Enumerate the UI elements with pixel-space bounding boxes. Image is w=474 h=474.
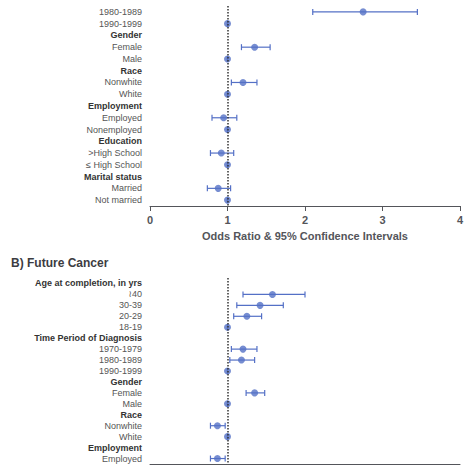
svg-text:1980-1989: 1980-1989 bbox=[99, 355, 142, 365]
svg-text:1: 1 bbox=[224, 214, 230, 226]
svg-text:Marital status: Marital status bbox=[84, 172, 142, 182]
svg-text:≤ High School: ≤ High School bbox=[86, 160, 142, 170]
svg-text:Age at completion, in yrs: Age at completion, in yrs bbox=[35, 278, 142, 288]
svg-text:Not married: Not married bbox=[95, 195, 142, 205]
svg-text:White: White bbox=[119, 89, 142, 99]
svg-text:Female: Female bbox=[112, 42, 142, 52]
svg-text:>High School: >High School bbox=[88, 148, 142, 158]
svg-text:Nonwhite: Nonwhite bbox=[104, 421, 142, 431]
svg-text:4: 4 bbox=[457, 214, 464, 226]
svg-text:Married: Married bbox=[111, 183, 142, 193]
svg-text:Nonemployed: Nonemployed bbox=[86, 125, 142, 135]
svg-text:2: 2 bbox=[302, 214, 308, 226]
svg-text:1990-1999: 1990-1999 bbox=[99, 366, 142, 376]
svg-text:≀40: ≀40 bbox=[129, 289, 142, 299]
svg-text:Employment: Employment bbox=[88, 101, 142, 111]
svg-text:Male: Male bbox=[122, 399, 142, 409]
svg-text:30-39: 30-39 bbox=[119, 300, 142, 310]
svg-text:Nonwhite: Nonwhite bbox=[104, 77, 142, 87]
svg-text:Time Period of Diagnosis: Time Period of Diagnosis bbox=[34, 333, 142, 343]
svg-text:1970-1979: 1970-1979 bbox=[99, 344, 142, 354]
svg-text:Odds Ratio & 95% Confidence In: Odds Ratio & 95% Confidence Intervals bbox=[202, 230, 408, 242]
svg-text:Employment: Employment bbox=[88, 443, 142, 453]
svg-text:B) Future Cancer: B) Future Cancer bbox=[11, 256, 109, 270]
svg-text:Employed: Employed bbox=[102, 113, 142, 123]
svg-text:1980-1989: 1980-1989 bbox=[99, 7, 142, 17]
svg-text:Gender: Gender bbox=[110, 377, 142, 387]
svg-text:1990-1999: 1990-1999 bbox=[99, 19, 142, 29]
svg-text:White: White bbox=[119, 432, 142, 442]
svg-text:18-19: 18-19 bbox=[119, 322, 142, 332]
svg-text:Employed: Employed bbox=[102, 454, 142, 464]
svg-text:Male: Male bbox=[122, 54, 142, 64]
svg-text:Race: Race bbox=[120, 410, 142, 420]
svg-text:Education: Education bbox=[98, 136, 142, 146]
svg-text:0: 0 bbox=[147, 214, 153, 226]
svg-text:Female: Female bbox=[112, 388, 142, 398]
svg-text:20-29: 20-29 bbox=[119, 311, 142, 321]
svg-text:Gender: Gender bbox=[110, 30, 142, 40]
svg-text:Race: Race bbox=[120, 66, 142, 76]
svg-text:3: 3 bbox=[379, 214, 385, 226]
